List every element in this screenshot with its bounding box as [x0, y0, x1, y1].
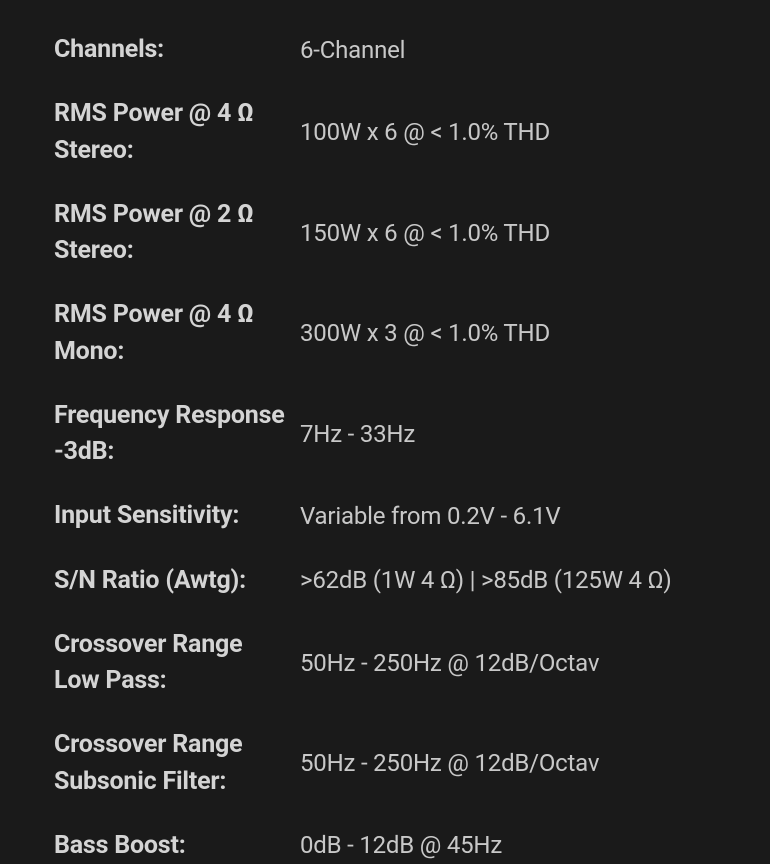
- spec-label: RMS Power @ 4 Ω Stereo:: [54, 96, 286, 169]
- spec-value: Variable from 0.2V - 6.1V: [300, 499, 716, 534]
- spec-value: 0dB - 12dB @ 45Hz: [300, 828, 716, 863]
- spec-label: Crossover Range Subsonic Filter:: [54, 727, 286, 800]
- spec-label: Input Sensitivity:: [54, 498, 286, 534]
- spec-value: >62dB (1W 4 Ω) | >85dB (125W 4 Ω): [300, 563, 716, 598]
- spec-row: Crossover Range Subsonic Filter: 50Hz - …: [54, 727, 716, 800]
- spec-value: 300W x 3 @ < 1.0% THD: [300, 316, 716, 351]
- spec-value: 6-Channel: [300, 33, 716, 68]
- spec-label: Bass Boost:: [54, 828, 286, 864]
- spec-row: RMS Power @ 4 Ω Mono: 300W x 3 @ < 1.0% …: [54, 297, 716, 370]
- spec-row: RMS Power @ 2 Ω Stereo: 150W x 6 @ < 1.0…: [54, 197, 716, 270]
- spec-label: Frequency Response -3dB:: [54, 398, 286, 471]
- spec-value: 50Hz - 250Hz @ 12dB/Octav: [300, 646, 716, 681]
- spec-label: RMS Power @ 2 Ω Stereo:: [54, 197, 286, 270]
- spec-value: 100W x 6 @ < 1.0% THD: [300, 115, 716, 150]
- spec-row: Bass Boost: 0dB - 12dB @ 45Hz: [54, 828, 716, 864]
- spec-row: Frequency Response -3dB: 7Hz - 33Hz: [54, 398, 716, 471]
- spec-row: RMS Power @ 4 Ω Stereo: 100W x 6 @ < 1.0…: [54, 96, 716, 169]
- spec-label: RMS Power @ 4 Ω Mono:: [54, 297, 286, 370]
- spec-row: S/N Ratio (Awtg): >62dB (1W 4 Ω) | >85dB…: [54, 563, 716, 599]
- spec-row: Crossover Range Low Pass: 50Hz - 250Hz @…: [54, 627, 716, 700]
- spec-label: S/N Ratio (Awtg):: [54, 563, 286, 599]
- spec-label: Channels:: [54, 32, 286, 68]
- spec-value: 50Hz - 250Hz @ 12dB/Octav: [300, 746, 716, 781]
- spec-value: 7Hz - 33Hz: [300, 417, 716, 452]
- spec-table: Channels: 6-Channel RMS Power @ 4 Ω Ster…: [54, 32, 716, 864]
- spec-row: Channels: 6-Channel: [54, 32, 716, 68]
- spec-value: 150W x 6 @ < 1.0% THD: [300, 216, 716, 251]
- spec-label: Crossover Range Low Pass:: [54, 627, 286, 700]
- spec-row: Input Sensitivity: Variable from 0.2V - …: [54, 498, 716, 534]
